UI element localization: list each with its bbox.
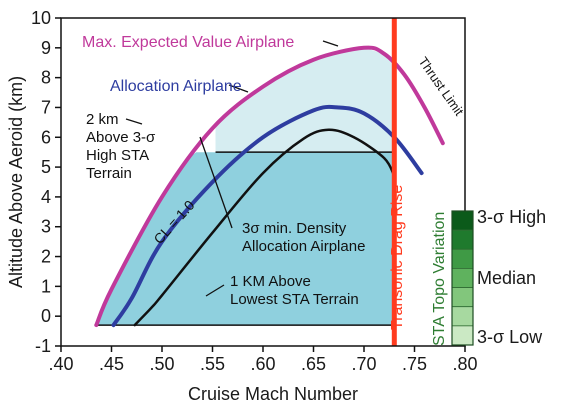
y-tick-label: 7 bbox=[41, 97, 51, 117]
x-tick-label: .80 bbox=[452, 354, 477, 374]
region-layer bbox=[96, 48, 395, 326]
x-tick-label: .65 bbox=[301, 354, 326, 374]
topo-scale-cell bbox=[451, 268, 474, 288]
topo-scale-label: Median bbox=[477, 268, 536, 288]
allocation-curve bbox=[111, 104, 424, 328]
y-tick-label: 3 bbox=[41, 217, 51, 237]
annotation-leader-2 bbox=[125, 118, 143, 125]
x-tick-label: .45 bbox=[99, 354, 124, 374]
allocation-label: Allocation Airplane bbox=[110, 78, 242, 95]
terrain-2km-line3: High STA bbox=[86, 147, 149, 164]
y-tick-label: 6 bbox=[41, 127, 51, 147]
terrain-2km-line1: 2 km bbox=[86, 111, 119, 128]
y-tick-label: 9 bbox=[41, 38, 51, 58]
density-curve bbox=[133, 128, 396, 327]
x-tick-label: .75 bbox=[402, 354, 427, 374]
topo-scale-cell bbox=[451, 248, 474, 269]
topo-scale: 3-σ High Median 3-σ Low bbox=[451, 207, 546, 347]
annot-layer: Max. Expected Value Airplane Allocation … bbox=[6, 34, 467, 404]
operating-envelope-region bbox=[96, 152, 395, 326]
lowest-line2: Lowest STA Terrain bbox=[230, 291, 359, 308]
topo-scale-cell bbox=[451, 306, 474, 327]
y-tick-label: 2 bbox=[41, 247, 51, 267]
x-tick-label: .40 bbox=[48, 354, 73, 374]
x-tick-label: .55 bbox=[200, 354, 225, 374]
y-tick-label: 10 bbox=[31, 8, 51, 28]
axis-title-x: Cruise Mach Number bbox=[188, 384, 358, 404]
density-line2: Allocation Airplane bbox=[242, 238, 365, 255]
topo-scale-cell bbox=[451, 210, 474, 231]
x-tick-label: .70 bbox=[351, 354, 376, 374]
topo-scale-cell bbox=[451, 229, 474, 250]
topo-scale-cell bbox=[451, 287, 474, 308]
topo-scale-label: 3-σ Low bbox=[477, 327, 543, 347]
y-tick-label: 5 bbox=[41, 157, 51, 177]
topo-scale-cell bbox=[451, 325, 474, 346]
terrain-2km-line4: Terrain bbox=[86, 165, 132, 182]
x-tick-label: .60 bbox=[250, 354, 275, 374]
y-tick-label: 8 bbox=[41, 68, 51, 88]
y-tick-label: 0 bbox=[41, 306, 51, 326]
axis-title-y: Altitude Above Aeroid (km) bbox=[6, 76, 26, 288]
max-ev-curve bbox=[94, 45, 445, 328]
y-tick-label: 4 bbox=[41, 187, 51, 207]
upper-envelope-shading bbox=[215, 48, 395, 153]
topo-scale-label: 3-σ High bbox=[477, 207, 546, 227]
y-tick-label: 1 bbox=[41, 276, 51, 296]
annotation-leader-1 bbox=[228, 84, 249, 93]
max-ev-label: Max. Expected Value Airplane bbox=[82, 34, 294, 51]
series-layer bbox=[94, 18, 445, 346]
annotation-leader-3 bbox=[199, 136, 233, 229]
topo-label: STA Topo Variation bbox=[431, 212, 448, 346]
tick-layer: .40 .45 .50 .55 .60 .65 .70 .75 .80 -1 0 1 2 3 4 5 6 7 8 9 1… bbox=[31, 8, 478, 374]
annotation-leader-0 bbox=[322, 40, 339, 47]
topo-scale-frame bbox=[451, 210, 474, 346]
transonic-label: Transonic Drag Rise bbox=[389, 185, 406, 330]
terrain-2km-line2: Above 3-σ bbox=[86, 129, 156, 146]
x-tick-label: .50 bbox=[149, 354, 174, 374]
y-tick-label: -1 bbox=[35, 336, 51, 356]
lowest-line1: 1 KM Above bbox=[230, 273, 311, 290]
annotation-leader-4 bbox=[205, 284, 225, 297]
density-line1: 3σ min. Density bbox=[242, 220, 347, 237]
